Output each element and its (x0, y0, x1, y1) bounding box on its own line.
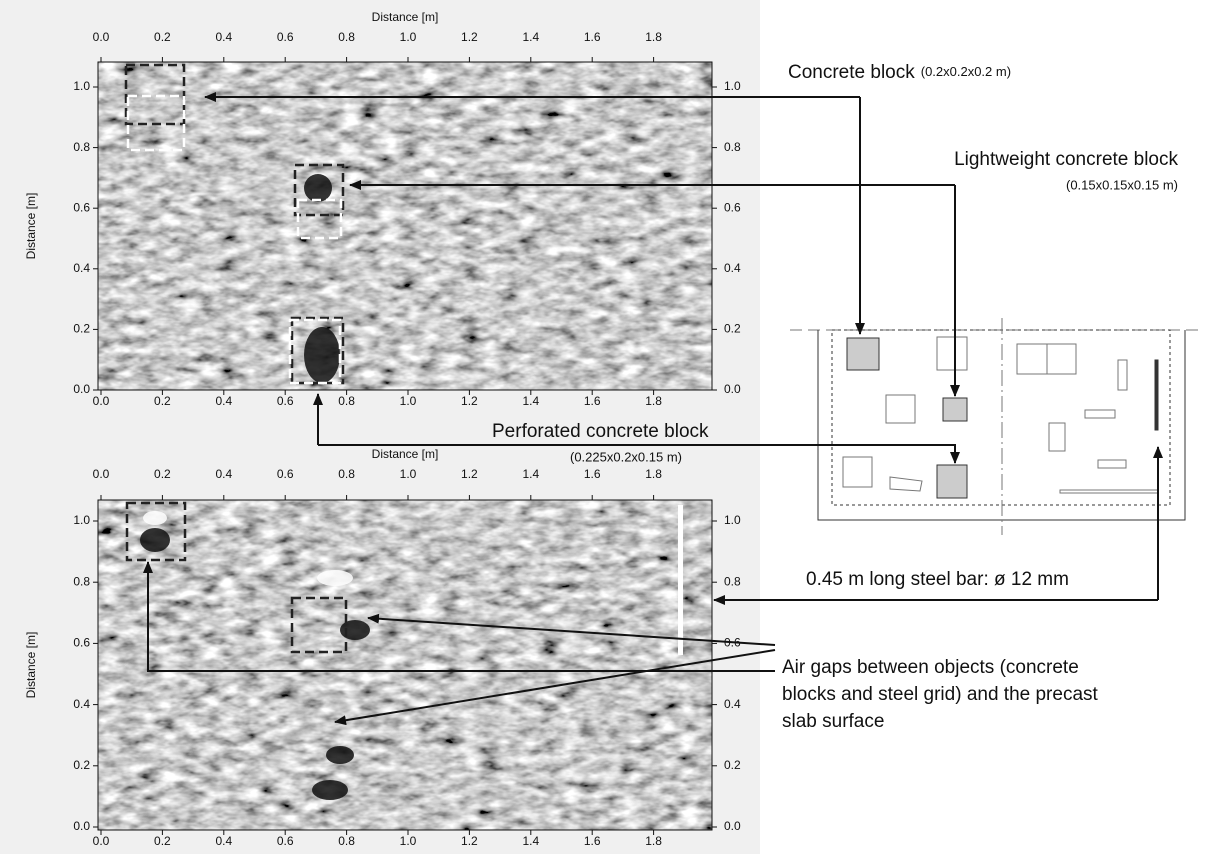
x-tick-label: 1.2 (461, 834, 478, 848)
x-axis-title: Distance [m] (372, 10, 439, 24)
y-tick-label: 0.2 (724, 322, 741, 336)
gpr-image-top (98, 62, 712, 390)
x-tick-label: 1.0 (400, 30, 417, 44)
annotation-size: (0.2x0.2x0.2 m) (921, 64, 1011, 79)
x-tick-label: 1.0 (400, 467, 417, 481)
y-tick-label: 1.0 (73, 79, 90, 93)
x-tick-label: 1.2 (461, 467, 478, 481)
y-tick-label: 0.2 (73, 758, 90, 772)
y-tick-label: 0.4 (724, 261, 741, 275)
y-tick-label: 0.0 (724, 819, 741, 833)
annotation: Air gaps between objects (concrete (782, 657, 1079, 678)
x-tick-label: 0.0 (93, 30, 110, 44)
y-tick-label: 0.0 (73, 819, 90, 833)
x-tick-label: 0.8 (338, 467, 355, 481)
y-tick-label: 0.8 (724, 140, 741, 154)
x-tick-label: 1.6 (584, 394, 601, 408)
target-boxes (124, 63, 348, 654)
leader-arrows (143, 92, 1163, 726)
x-tick-label: 1.8 (645, 30, 662, 44)
x-tick-label: 0.6 (277, 467, 294, 481)
x-tick-label: 0.6 (277, 834, 294, 848)
x-tick-label: 1.4 (522, 30, 539, 44)
x-tick-label: 1.0 (400, 834, 417, 848)
x-tick-label: 1.8 (645, 467, 662, 481)
x-tick-label: 0.0 (93, 834, 110, 848)
y-axis-title: Distance [m] (24, 632, 38, 699)
x-tick-label: 0.0 (93, 394, 110, 408)
y-tick-label: 0.2 (73, 322, 90, 336)
x-tick-label: 0.4 (215, 394, 232, 408)
y-tick-label: 0.8 (73, 140, 90, 154)
annotation: blocks and steel grid) and the precast (782, 684, 1099, 705)
annotation-size: (0.225x0.2x0.15 m) (570, 449, 682, 464)
y-tick-label: 1.0 (73, 513, 90, 527)
x-tick-label: 1.4 (522, 834, 539, 848)
x-tick-label: 1.8 (645, 834, 662, 848)
x-tick-label: 0.4 (215, 467, 232, 481)
x-tick-label: 0.2 (154, 30, 171, 44)
x-tick-label: 0.2 (154, 394, 171, 408)
y-tick-label: 0.8 (73, 574, 90, 588)
x-tick-label: 0.2 (154, 467, 171, 481)
annotation: 0.45 m long steel bar: ø 12 mm (806, 569, 1069, 590)
plot-frame (97, 499, 713, 831)
x-axis-title: Distance [m] (372, 447, 439, 461)
y-tick-label: 0.0 (73, 382, 90, 396)
steel-bar-reflection (678, 505, 683, 655)
annotation: slab surface (782, 711, 884, 732)
x-tick-label: 0.8 (338, 834, 355, 848)
x-tick-label: 1.6 (584, 834, 601, 848)
y-tick-label: 0.6 (724, 636, 741, 650)
y-tick-label: 1.0 (724, 513, 741, 527)
x-tick-label: 1.4 (522, 467, 539, 481)
y-axis-title: Distance [m] (24, 193, 38, 260)
y-tick-label: 0.8 (724, 574, 741, 588)
x-tick-label: 0.4 (215, 834, 232, 848)
x-tick-label: 1.8 (645, 394, 662, 408)
slab-schematic (790, 318, 1200, 535)
annotation-name: Perforated concrete block (492, 421, 709, 442)
y-tick-label: 0.6 (73, 200, 90, 214)
x-tick-label: 0.6 (277, 30, 294, 44)
y-tick-label: 0.4 (724, 697, 741, 711)
x-tick-label: 0.8 (338, 30, 355, 44)
x-tick-label: 1.6 (584, 30, 601, 44)
x-tick-label: 0.4 (215, 30, 232, 44)
annotation: Concrete block (0.2x0.2x0.2 m) (788, 62, 1011, 83)
anomalies (140, 174, 370, 800)
y-tick-label: 0.2 (724, 758, 741, 772)
y-tick-label: 0.0 (724, 382, 741, 396)
x-tick-label: 1.2 (461, 394, 478, 408)
x-tick-label: 0.8 (338, 394, 355, 408)
annotation-name: Concrete block (788, 62, 915, 83)
y-tick-label: 0.4 (73, 261, 90, 275)
y-tick-label: 1.0 (724, 79, 741, 93)
x-tick-label: 0.0 (93, 467, 110, 481)
y-tick-label: 0.4 (73, 697, 90, 711)
x-tick-label: 1.4 (522, 394, 539, 408)
annotation-name: Lightweight concrete block (954, 149, 1178, 170)
y-tick-label: 0.6 (73, 636, 90, 650)
x-tick-label: 1.0 (400, 394, 417, 408)
annotation-size: (0.15x0.15x0.15 m) (1066, 177, 1178, 192)
x-tick-label: 1.6 (584, 467, 601, 481)
gpr-image-bottom (98, 500, 712, 830)
x-tick-label: 1.2 (461, 30, 478, 44)
x-tick-label: 0.2 (154, 834, 171, 848)
x-tick-label: 0.6 (277, 394, 294, 408)
y-tick-label: 0.6 (724, 200, 741, 214)
plot-frame (97, 61, 713, 391)
